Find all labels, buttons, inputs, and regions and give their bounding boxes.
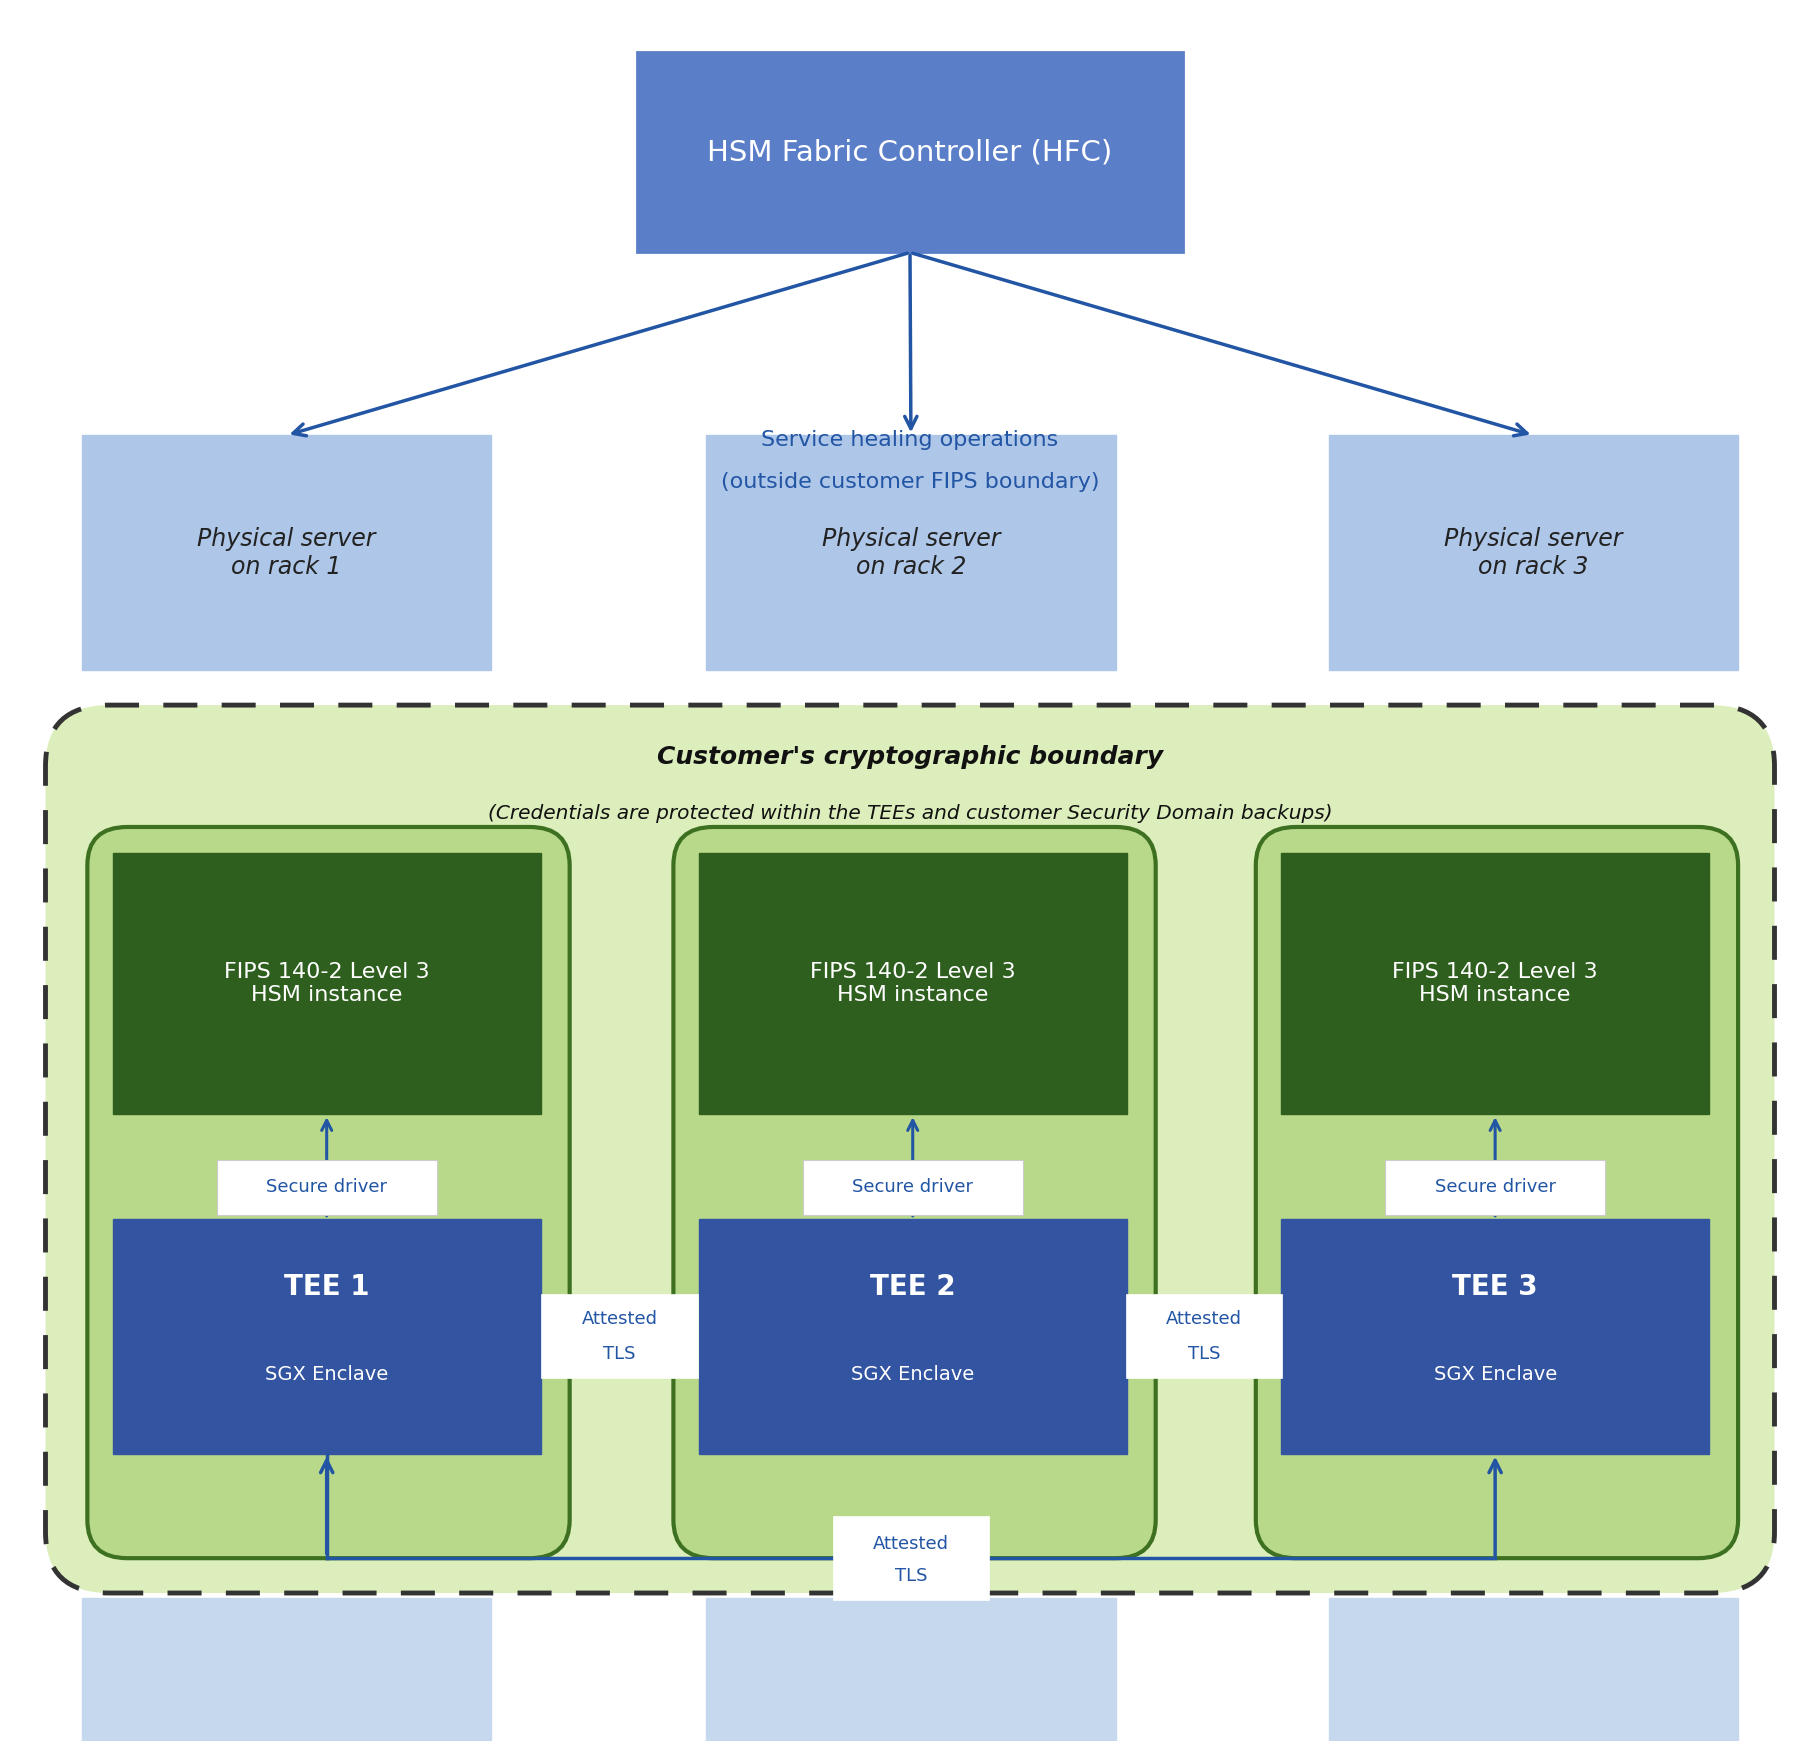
Text: Secure driver: Secure driver (266, 1179, 388, 1196)
FancyBboxPatch shape (1281, 853, 1709, 1114)
FancyBboxPatch shape (803, 1160, 1023, 1215)
FancyBboxPatch shape (82, 435, 491, 670)
Text: TLS: TLS (1188, 1344, 1219, 1363)
FancyBboxPatch shape (699, 1219, 1127, 1454)
Text: Attested: Attested (874, 1536, 948, 1553)
FancyBboxPatch shape (706, 1598, 1116, 1741)
Text: (outside customer FIPS boundary): (outside customer FIPS boundary) (721, 472, 1099, 493)
FancyBboxPatch shape (1125, 1295, 1281, 1379)
Text: TLS: TLS (895, 1567, 926, 1584)
Text: Physical server
on rack 2: Physical server on rack 2 (821, 528, 1001, 578)
Text: Secure driver: Secure driver (1434, 1179, 1556, 1196)
Text: Physical server
on rack 3: Physical server on rack 3 (1443, 528, 1623, 578)
FancyBboxPatch shape (706, 435, 1116, 670)
FancyBboxPatch shape (637, 52, 1183, 252)
Text: SGX Enclave: SGX Enclave (1434, 1365, 1556, 1384)
Text: HSM Fabric Controller (HFC): HSM Fabric Controller (HFC) (708, 138, 1112, 167)
FancyBboxPatch shape (82, 1598, 491, 1741)
FancyBboxPatch shape (1385, 1160, 1605, 1215)
Text: TEE 1: TEE 1 (284, 1273, 369, 1302)
FancyBboxPatch shape (1256, 827, 1738, 1558)
Text: FIPS 140-2 Level 3
HSM instance: FIPS 140-2 Level 3 HSM instance (224, 963, 430, 1005)
Text: FIPS 140-2 Level 3
HSM instance: FIPS 140-2 Level 3 HSM instance (810, 963, 1016, 1005)
FancyBboxPatch shape (46, 705, 1774, 1593)
Text: Service healing operations: Service healing operations (761, 430, 1059, 451)
Text: Customer's cryptographic boundary: Customer's cryptographic boundary (657, 745, 1163, 770)
FancyBboxPatch shape (1329, 435, 1738, 670)
FancyBboxPatch shape (832, 1516, 990, 1600)
Text: Physical server
on rack 1: Physical server on rack 1 (197, 528, 377, 578)
FancyBboxPatch shape (217, 1160, 437, 1215)
FancyBboxPatch shape (87, 827, 570, 1558)
FancyBboxPatch shape (699, 853, 1127, 1114)
Text: Secure driver: Secure driver (852, 1179, 974, 1196)
FancyBboxPatch shape (1329, 1598, 1738, 1741)
Text: (Credentials are protected within the TEEs and customer Security Domain backups): (Credentials are protected within the TE… (488, 804, 1332, 822)
Text: SGX Enclave: SGX Enclave (266, 1365, 388, 1384)
FancyBboxPatch shape (1281, 1219, 1709, 1454)
FancyBboxPatch shape (113, 853, 541, 1114)
Text: TEE 3: TEE 3 (1452, 1273, 1538, 1302)
FancyBboxPatch shape (673, 827, 1156, 1558)
Text: Attested: Attested (582, 1309, 657, 1328)
FancyBboxPatch shape (542, 1295, 699, 1379)
Text: Attested: Attested (1167, 1309, 1241, 1328)
Text: FIPS 140-2 Level 3
HSM instance: FIPS 140-2 Level 3 HSM instance (1392, 963, 1598, 1005)
FancyBboxPatch shape (113, 1219, 541, 1454)
Text: TEE 2: TEE 2 (870, 1273, 956, 1302)
Text: TLS: TLS (604, 1344, 635, 1363)
Text: SGX Enclave: SGX Enclave (852, 1365, 974, 1384)
